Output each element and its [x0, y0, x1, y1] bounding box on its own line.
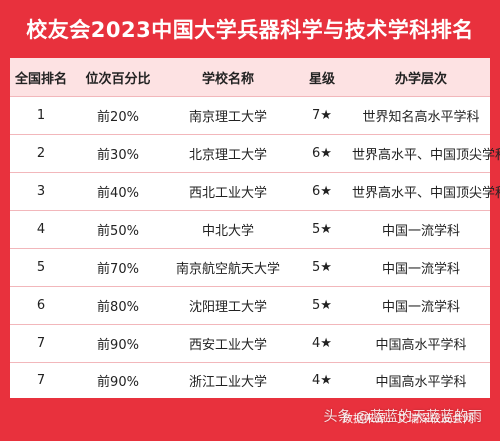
rank-cell: 5: [36, 259, 46, 275]
level-cell: 中国一流学科: [381, 223, 460, 239]
table-row: 1 前20% 南京理工大学 7★ 世界知名高水平学科: [10, 96, 490, 135]
percentile-cell: 前80%: [97, 299, 139, 315]
star-cell: 6★: [312, 145, 332, 161]
percentile-cell: 前50%: [97, 223, 139, 239]
rank-cell: 7: [36, 372, 46, 388]
table-row: 4 前50% 中北大学 5★ 中国一流学科: [10, 210, 490, 249]
school-cell: 西安工业大学: [188, 337, 267, 353]
table-header-row: 全国排名 位次百分比 学校名称 星级 办学层次: [10, 58, 490, 97]
rank-cell: 3: [36, 183, 46, 199]
watermark: 头条 @蓝蓝的天蓝蓝的雨: [323, 409, 482, 425]
star-cell: 7★: [312, 107, 332, 123]
star-cell: 4★: [312, 335, 332, 351]
level-cell: 世界知名高水平学科: [362, 109, 480, 125]
page-title: 校友会2023中国大学兵器科学与技术学科排名: [26, 18, 474, 42]
school-cell: 西北工业大学: [188, 185, 267, 201]
school-cell: 北京理工大学: [188, 147, 267, 163]
table-row: 3 前40% 西北工业大学 6★ 世界高水平、中国顶尖学科: [10, 172, 500, 211]
school-cell: 南京理工大学: [188, 109, 267, 125]
data-source: 数据来源：艾瑞深校友会网: [342, 412, 474, 425]
percentile-cell: 前30%: [97, 147, 139, 163]
table-row: 7 前90% 浙江工业大学 4★ 中国高水平学科: [10, 362, 490, 398]
level-cell: 世界高水平、中国顶尖学科: [352, 147, 500, 163]
header-rank: 全国排名: [14, 71, 67, 87]
rank-cell: 7: [36, 335, 46, 351]
table-row: 6 前80% 沈阳理工大学 5★ 中国一流学科: [10, 286, 490, 325]
header-star-level: 星级: [308, 71, 335, 87]
header-level: 办学层次: [394, 71, 447, 87]
rank-cell: 1: [36, 107, 46, 123]
rank-cell: 6: [36, 297, 46, 313]
level-cell: 中国高水平学科: [375, 374, 467, 390]
percentile-cell: 前90%: [97, 374, 139, 390]
school-cell: 浙江工业大学: [188, 374, 267, 390]
rank-cell: 2: [36, 145, 46, 161]
level-cell: 中国高水平学科: [375, 337, 467, 353]
percentile-cell: 前90%: [97, 337, 139, 353]
ranking-table: 全国排名 位次百分比 学校名称 星级 办学层次 1 前20% 南京理工大学 7★…: [10, 58, 500, 398]
star-cell: 6★: [312, 183, 332, 199]
percentile-cell: 前70%: [97, 261, 139, 277]
star-cell: 4★: [312, 372, 332, 388]
rank-cell: 4: [36, 221, 46, 237]
school-cell: 沈阳理工大学: [188, 299, 267, 315]
school-cell: 南京航空航天大学: [175, 261, 280, 277]
percentile-cell: 前20%: [97, 109, 139, 125]
header-percentile: 位次百分比: [85, 71, 151, 87]
star-cell: 5★: [312, 297, 332, 313]
header-school-name: 学校名称: [201, 71, 254, 87]
table-row: 5 前70% 南京航空航天大学 5★ 中国一流学科: [10, 248, 490, 287]
footer: 数据来源：艾瑞深校友会网: [0, 398, 500, 441]
star-cell: 5★: [312, 221, 332, 237]
level-cell: 中国一流学科: [381, 299, 460, 315]
level-cell: 中国一流学科: [381, 261, 460, 277]
percentile-cell: 前40%: [97, 185, 139, 201]
table-row: 7 前90% 西安工业大学 4★ 中国高水平学科: [10, 324, 490, 363]
table-row: 2 前30% 北京理工大学 6★ 世界高水平、中国顶尖学科: [10, 134, 500, 173]
level-cell: 世界高水平、中国顶尖学科: [352, 185, 500, 201]
star-cell: 5★: [312, 259, 332, 275]
school-cell: 中北大学: [201, 223, 254, 239]
